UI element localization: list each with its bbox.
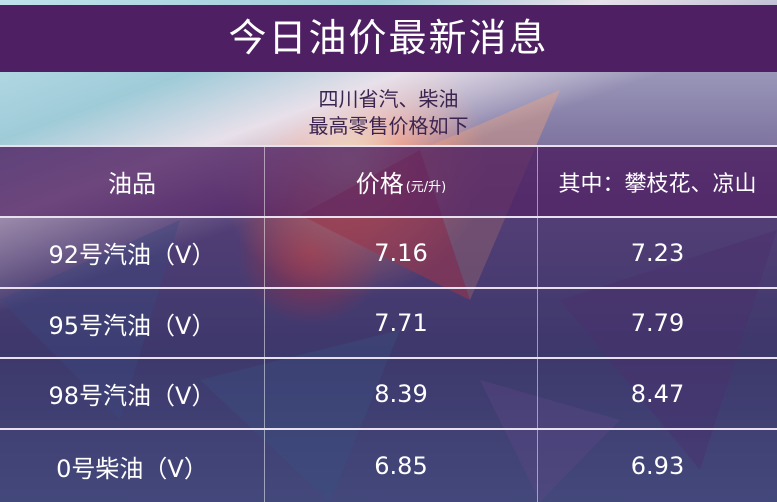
table-row: 92号汽油（V） 7.16 7.23 [0,216,777,287]
price-cell: 8.39 [265,359,538,428]
subtitle-line2: 最高零售价格如下 [308,114,469,138]
subtitle: 四川省汽、柴油 最高零售价格如下 [0,86,777,140]
product-cell: 0号柴油（V） [0,430,265,502]
product-cell: 95号汽油（V） [0,289,265,357]
product-cell: 92号汽油（V） [0,218,265,287]
header-price: 价格 (元/升) [265,147,538,216]
header-price-label: 价格 [355,170,404,198]
special-price-cell: 8.47 [630,379,685,408]
table-row: 98号汽油（V） 8.39 8.47 [0,357,777,428]
header-special: 其中：攀枝花、凉山 [558,171,757,197]
page-title: 今日油价最新消息 [0,5,777,72]
header-product: 油品 [0,147,265,216]
price-cell: 6.85 [265,430,538,502]
table-row: 0号柴油（V） 6.85 6.93 [0,428,777,502]
special-price-cell: 6.93 [630,452,685,480]
special-price-cell: 7.23 [630,238,685,267]
special-price-cell: 7.79 [630,309,685,337]
price-cell: 7.16 [265,218,538,287]
header-price-unit: (元/升) [405,180,447,195]
price-cell: 7.71 [265,289,538,357]
table-header: 油品 价格 (元/升) 其中：攀枝花、凉山 [0,145,777,216]
subtitle-line1: 四川省汽、柴油 [318,87,459,111]
product-cell: 98号汽油（V） [0,359,265,428]
table-row: 95号汽油（V） 7.71 7.79 [0,287,777,357]
